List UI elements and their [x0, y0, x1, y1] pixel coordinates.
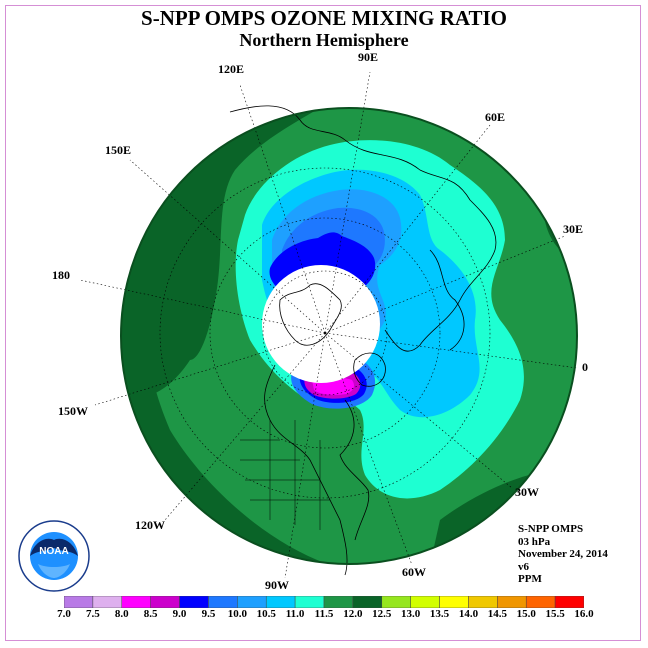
colorbar-tick-label: 11.5 — [314, 608, 334, 620]
colorbar-swatch — [208, 596, 238, 608]
label-180: 180 — [52, 268, 70, 282]
coastline-greenland-arctic — [279, 283, 342, 346]
map-boundary — [120, 107, 578, 565]
label-0: 0 — [582, 360, 588, 374]
colorbar-swatch — [294, 596, 325, 608]
colorbar-tick-label: 13.0 — [401, 608, 421, 620]
label-120w: 120W — [135, 518, 165, 532]
label-120e: 120E — [218, 62, 245, 76]
colorbar-swatch — [64, 596, 94, 608]
meridian-60w — [324, 332, 413, 566]
noaa-logo: NOAA — [18, 520, 90, 592]
colorbar-swatch — [468, 596, 498, 608]
colorbar-tick-label: 7.0 — [57, 608, 71, 620]
colorbar-swatch — [323, 596, 354, 608]
region-12-0-north — [280, 108, 440, 110]
label-150w: 150W — [58, 404, 88, 418]
colorbar-swatch — [554, 596, 584, 608]
label-30e: 30E — [563, 222, 584, 236]
latitude-circle-50 — [209, 217, 441, 449]
colorbar-swatch — [410, 596, 440, 608]
colorbar-tick-label: 9.5 — [201, 608, 216, 620]
label-150e: 150E — [105, 143, 132, 157]
colorbar-tick-label: 14.5 — [487, 608, 507, 620]
latitude-circle-30 — [159, 167, 491, 499]
coastline-north-america-west — [264, 364, 348, 576]
colorbar-swatch — [237, 596, 267, 608]
coastline-north-america-east — [339, 399, 370, 541]
info-pressure: 03 hPa — [518, 535, 551, 548]
colorbar-swatch — [525, 596, 556, 608]
colorbar — [64, 596, 584, 608]
meridian-150e — [129, 159, 326, 334]
colorbar-tick-label: 15.5 — [545, 608, 565, 620]
label-90w: 90W — [265, 578, 289, 592]
coastlines — [229, 105, 497, 576]
meridian-180 — [79, 279, 326, 334]
colorbar-tick-label: 8.5 — [143, 608, 158, 620]
coastline-scandinavia — [429, 249, 465, 351]
map-title: S-NPP OMPS OZONE MIXING RATIO — [141, 6, 507, 30]
region-12-5-lower — [70, 279, 82, 354]
meridian-90e — [324, 71, 371, 334]
colorbar-swatch — [92, 596, 123, 608]
svg-text:NOAA: NOAA — [39, 546, 68, 557]
label-60e: 60E — [485, 110, 506, 124]
colorbar-tick-label: 16.0 — [574, 608, 594, 620]
colorbar-swatch — [381, 596, 411, 608]
polar-night-no-data — [262, 265, 380, 383]
colorbar-swatch — [150, 596, 180, 608]
colorbar-swatch — [352, 596, 383, 608]
colorbar-tick-label: 14.0 — [458, 608, 479, 620]
coastline-greenland — [353, 352, 386, 387]
colorbar-tick-label: 12.5 — [372, 608, 392, 620]
colorbar-tick-label: 12.0 — [343, 608, 363, 620]
info-date: November 24, 2014 — [518, 548, 608, 560]
figure-frame — [5, 5, 641, 641]
meridian-0 — [324, 332, 578, 369]
colorbar-tick-label: 11.0 — [285, 608, 305, 620]
coastline-europe — [384, 249, 496, 352]
colorbar-swatch — [179, 596, 209, 608]
us-state-borders — [240, 420, 330, 530]
colorbar-tick-label: 10.0 — [227, 608, 247, 620]
colorbar-swatch — [121, 596, 151, 608]
label-60w: 60W — [402, 565, 426, 579]
meridian-60e — [324, 124, 491, 334]
info-version: v6 — [518, 560, 529, 573]
info-units: PPM — [518, 573, 542, 585]
label-90e: 90E — [358, 50, 379, 64]
colorbar-tick-label: 10.5 — [256, 608, 276, 620]
meridian-120w — [164, 332, 326, 521]
info-block: S-NPP OMPS 03 hPa November 24, 2014 v6 P… — [518, 523, 608, 586]
meridian-90w — [284, 332, 326, 579]
colorbar-tick-label: 9.0 — [172, 608, 187, 620]
coastline-eurasia-north — [229, 105, 497, 251]
colorbar-tick-label: 13.5 — [429, 608, 450, 620]
colorbar-swatch — [265, 596, 296, 608]
region-12-5-upper — [121, 172, 128, 238]
map-subtitle: Northern Hemisphere — [239, 30, 409, 50]
colorbar-tick-label: 7.5 — [86, 608, 100, 620]
colorbar-tick-label: 8.0 — [114, 608, 129, 620]
colorbar-swatch — [439, 596, 469, 608]
label-30w: 30W — [515, 485, 539, 499]
info-instrument: S-NPP OMPS — [518, 523, 584, 535]
ozone-field — [70, 108, 577, 564]
meridian-150w — [94, 332, 326, 406]
colorbar-tick-label: 15.0 — [516, 608, 536, 620]
colorbar-swatch — [497, 596, 527, 608]
